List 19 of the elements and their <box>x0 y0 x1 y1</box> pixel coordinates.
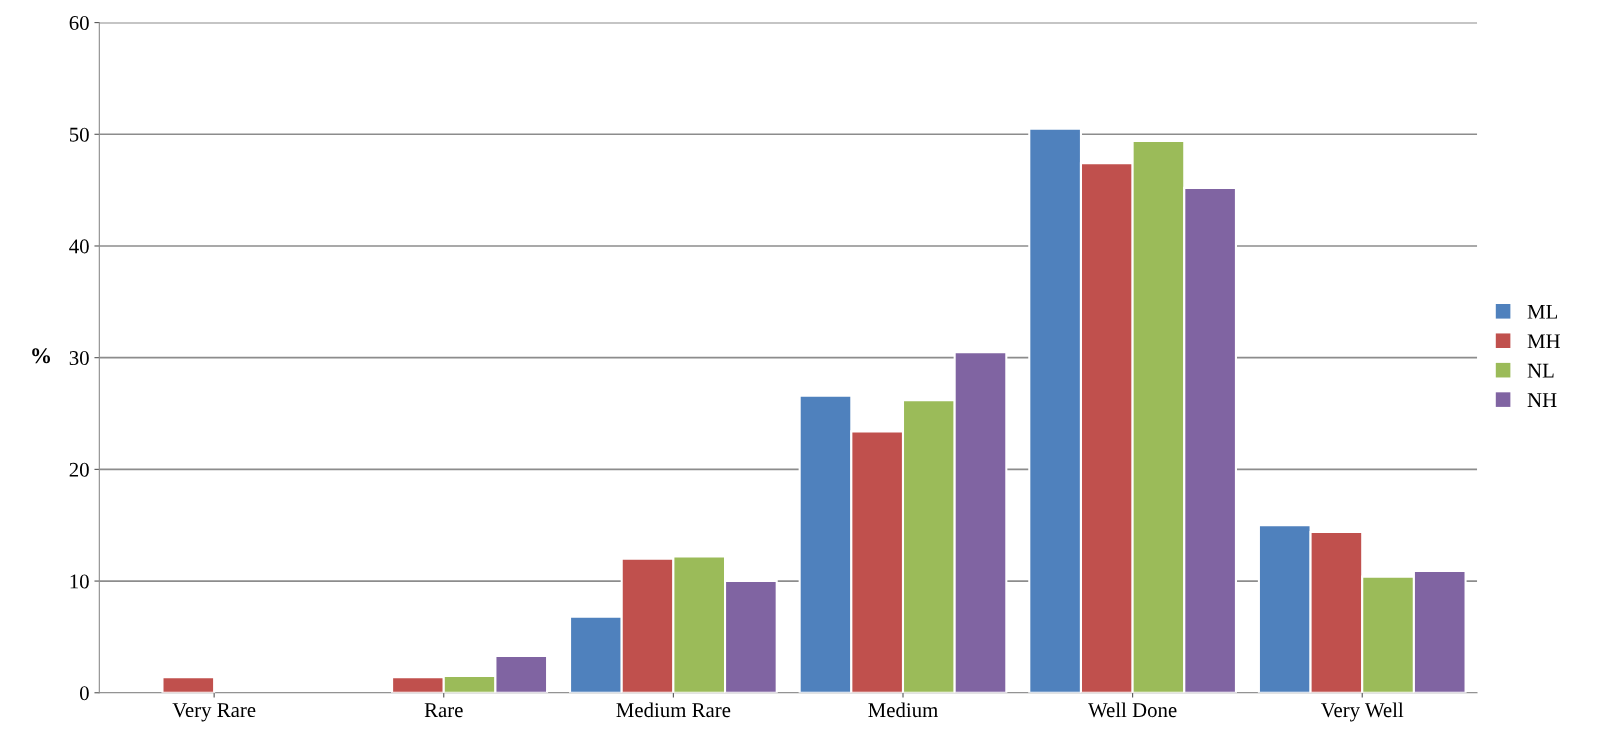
bar <box>161 676 216 693</box>
y-axis-title: % <box>32 348 51 364</box>
legend-label: MH <box>1527 334 1560 349</box>
legend-label: ML <box>1527 304 1558 319</box>
y-tick-label: 50 <box>69 127 89 142</box>
x-tick-label: Rare <box>424 703 463 718</box>
x-tick-label: Very Well <box>1320 702 1404 722</box>
y-tick-label: 60 <box>69 15 89 31</box>
y-tick-label: 30 <box>69 351 89 366</box>
x-tick-label: Well Done <box>1088 702 1177 718</box>
y-tick-label: 40 <box>69 239 89 254</box>
x-tick-label: Medium <box>868 702 938 718</box>
x-tick-label: Very Rare <box>172 703 256 722</box>
legend-label: NL <box>1527 363 1554 378</box>
legend-label: NH <box>1527 393 1557 407</box>
y-tick-label: 10 <box>70 574 89 589</box>
y-tick-label: 20 <box>69 462 89 477</box>
y-tick-label: 0 <box>79 686 89 701</box>
x-tick-label: Medium Rare <box>616 702 731 718</box>
